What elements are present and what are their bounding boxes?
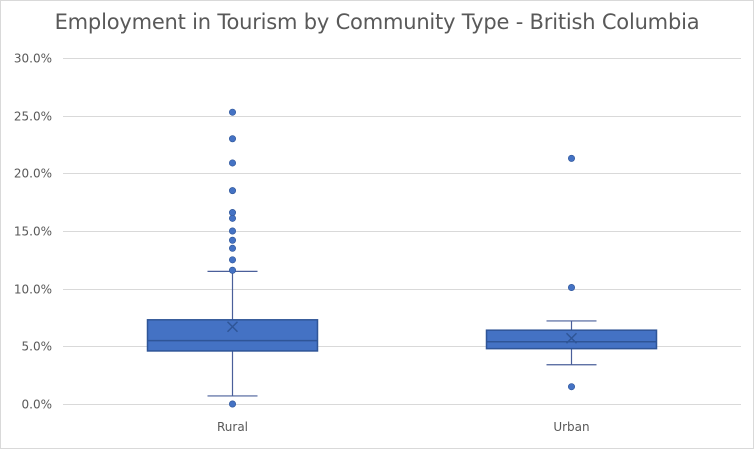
y-tick-label: 5.0% (22, 340, 53, 354)
outlier-point (229, 256, 237, 264)
chart-title: Employment in Tourism by Community Type … (54, 10, 700, 34)
x-category-label: Urban (553, 420, 589, 434)
y-tick-label: 15.0% (14, 225, 52, 239)
gridlines (63, 58, 741, 405)
outlier-point (229, 227, 237, 235)
outlier-point (229, 187, 237, 195)
outlier-point (229, 400, 237, 408)
y-tick-label: 20.0% (14, 167, 52, 181)
mean-marker (226, 321, 239, 333)
x-category-label: Rural (217, 420, 248, 434)
y-tick-label: 30.0% (14, 52, 52, 66)
iqr-box (485, 329, 658, 350)
outlier-point (229, 135, 237, 143)
outlier-point (229, 236, 237, 244)
outlier-point (229, 266, 237, 274)
x-axis: Rural Urban (217, 420, 590, 434)
box-rural (146, 108, 319, 408)
outlier-point (229, 214, 237, 222)
box-urban (485, 154, 658, 391)
mean-marker (565, 332, 578, 344)
outlier-point (567, 383, 575, 391)
outlier-point (567, 154, 575, 162)
y-tick-label: 25.0% (14, 110, 52, 124)
box-series (146, 108, 658, 408)
outlier-point (229, 244, 237, 252)
outlier-point (567, 284, 575, 292)
y-tick-label: 10.0% (14, 283, 52, 297)
y-tick-label: 0.0% (22, 398, 53, 412)
outlier-point (229, 108, 237, 116)
outlier-point (229, 209, 237, 217)
y-axis: 0.0% 5.0% 10.0% 15.0% 20.0% 25.0% 30.0% (14, 52, 52, 412)
outlier-point (229, 159, 237, 167)
iqr-box (146, 319, 319, 352)
